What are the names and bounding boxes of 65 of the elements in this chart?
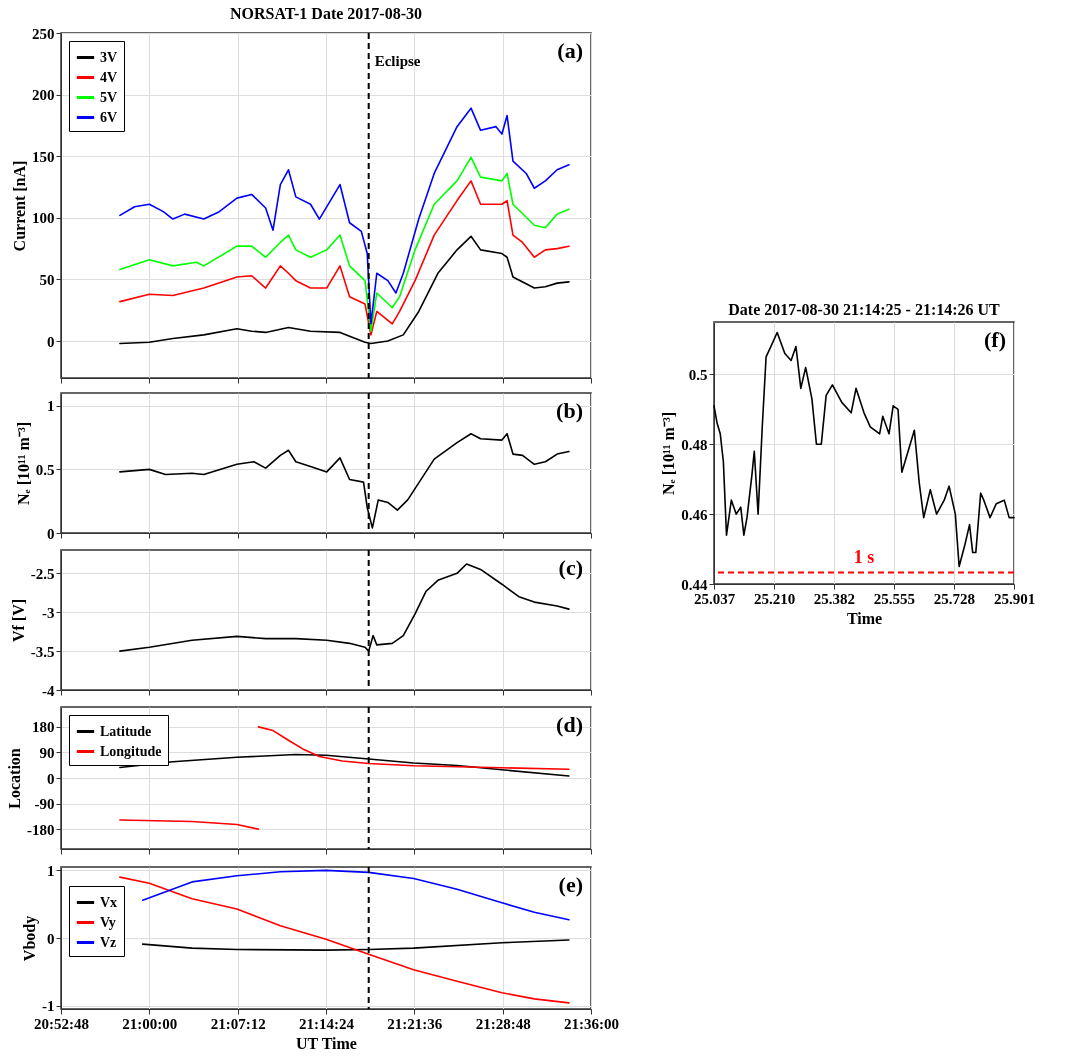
x-tick-label: 21:00:00 [122,1015,178,1032]
legend-label: 4V [100,69,118,85]
annotation: (c) [558,555,583,580]
legend-label: Vx [100,894,118,910]
y-tick-label: 0.5 [35,461,55,478]
annotation: (a) [557,38,583,63]
legend-label: Vz [100,934,117,950]
y-axis-title: Vf [V] [9,598,27,643]
y-tick-label: 0 [47,930,55,947]
x-tick-label: 21:36:00 [564,1015,619,1032]
y-tick-label: 0 [47,333,55,350]
x-tick-label: 21:07:12 [210,1015,266,1032]
legend-label: Longitude [100,743,162,759]
x-axis-title: Time [846,609,883,627]
y-tick-label: -2.5 [30,565,55,582]
y-tick-label: 100 [32,210,55,227]
y-tick-label: 0.48 [681,436,708,453]
legend-label: Vy [100,914,116,930]
legend-label: Latitude [100,723,152,739]
annotation: (e) [558,872,583,897]
y-axis-title: Current [nA] [11,160,28,252]
y-tick-label: 0.46 [681,506,708,523]
annotation: (f) [984,327,1006,352]
x-tick-label: 21:28:48 [475,1015,531,1032]
y-axis-title: Vbody [21,915,39,962]
y-axis-title: Location [6,748,23,809]
y-tick-label: 0.5 [688,366,708,383]
y-axis-title: Nₑ [10¹¹ m⁻³] [660,411,678,496]
y-tick-label: 200 [32,87,55,104]
y-tick-label: 1 [47,862,55,879]
ref-line-label: 1 s [853,547,875,568]
y-tick-label: 250 [32,25,55,42]
y-tick-label: -4 [42,682,55,699]
y-axis-title: Nₑ [10¹¹ m⁻³] [14,421,32,506]
x-axis-title: UT Time [296,1034,357,1052]
y-tick-label: -3.5 [30,643,55,660]
x-tick-label: 20:52:48 [34,1015,89,1032]
x-tick-label: 25.901 [993,590,1036,607]
annotation: (d) [556,712,583,737]
x-tick-label: 25.555 [873,590,915,607]
y-tick-label: 0.44 [681,576,708,593]
x-tick-label: 25.382 [813,590,855,607]
y-tick-label: 0 [47,770,55,787]
x-tick-label: 21:14:24 [299,1015,355,1032]
y-tick-label: -1 [42,998,55,1015]
legend-label: 5V [100,89,118,105]
y-tick-label: 0 [47,525,55,542]
ref-line-label: Eclipse [374,53,421,69]
x-tick-label: 25.210 [753,590,796,607]
x-tick-label: 25.728 [933,590,976,607]
y-tick-label: -3 [42,604,55,621]
y-tick-label: 150 [32,148,55,165]
annotation: (b) [556,398,583,423]
chart-title: NORSAT-1 Date 2017-08-30 [230,5,422,22]
y-tick-label: -180 [27,821,55,838]
y-tick-label: 180 [32,719,55,736]
chart-title: Date 2017-08-30 21:14:25 - 21:14:26 UT [728,301,1001,318]
y-tick-label: 90 [39,744,55,761]
y-tick-label: 50 [39,271,55,288]
y-tick-label: -90 [34,796,55,813]
legend-label: 6V [100,109,118,125]
x-tick-label: 25.037 [693,590,736,607]
x-tick-label: 21:21:36 [387,1015,443,1032]
legend-label: 3V [100,49,118,65]
y-tick-label: 1 [47,398,55,415]
